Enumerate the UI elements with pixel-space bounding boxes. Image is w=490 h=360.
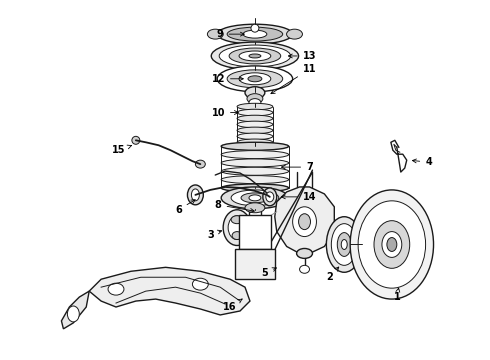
Polygon shape [89, 267, 250, 315]
Ellipse shape [229, 48, 281, 64]
Text: 14: 14 [281, 192, 316, 202]
Ellipse shape [108, 283, 124, 295]
Ellipse shape [248, 76, 262, 82]
Ellipse shape [299, 265, 310, 273]
Text: 16: 16 [223, 299, 242, 312]
Ellipse shape [266, 192, 274, 202]
Ellipse shape [227, 70, 283, 88]
Polygon shape [275, 187, 334, 253]
Ellipse shape [296, 248, 313, 258]
Ellipse shape [249, 54, 261, 58]
Ellipse shape [237, 121, 273, 128]
Text: 8: 8 [215, 200, 254, 212]
Bar [235, 249, 275, 279]
Ellipse shape [232, 231, 242, 239]
Ellipse shape [326, 217, 362, 272]
Ellipse shape [241, 193, 269, 203]
Ellipse shape [193, 278, 208, 290]
Ellipse shape [231, 190, 279, 206]
Ellipse shape [211, 42, 298, 70]
Ellipse shape [217, 24, 293, 44]
Text: 7: 7 [281, 162, 313, 172]
Ellipse shape [251, 24, 259, 32]
Ellipse shape [337, 233, 351, 256]
Ellipse shape [341, 239, 347, 249]
Ellipse shape [228, 216, 246, 239]
Ellipse shape [247, 94, 263, 104]
Ellipse shape [221, 184, 289, 192]
Ellipse shape [221, 150, 289, 159]
Ellipse shape [68, 306, 79, 322]
Ellipse shape [221, 167, 289, 175]
Ellipse shape [237, 109, 273, 116]
Ellipse shape [374, 221, 410, 268]
Ellipse shape [221, 142, 289, 150]
Ellipse shape [239, 73, 271, 85]
Ellipse shape [188, 185, 203, 205]
Ellipse shape [263, 188, 277, 206]
Text: 11: 11 [271, 64, 316, 94]
Text: 5: 5 [262, 268, 276, 278]
Ellipse shape [245, 203, 265, 213]
Ellipse shape [382, 231, 402, 257]
Polygon shape [61, 291, 89, 329]
Ellipse shape [387, 238, 397, 251]
Ellipse shape [223, 210, 251, 246]
Ellipse shape [237, 115, 273, 122]
Ellipse shape [192, 189, 199, 201]
Text: 9: 9 [217, 29, 245, 39]
Ellipse shape [237, 139, 273, 145]
Ellipse shape [237, 133, 273, 140]
Ellipse shape [221, 159, 289, 167]
Ellipse shape [350, 190, 434, 299]
Ellipse shape [249, 99, 261, 107]
Ellipse shape [231, 216, 243, 224]
Text: 1: 1 [393, 288, 400, 302]
Ellipse shape [298, 214, 311, 230]
Text: 2: 2 [326, 267, 339, 282]
Ellipse shape [227, 27, 283, 41]
Text: 15: 15 [112, 145, 131, 155]
Ellipse shape [217, 66, 293, 92]
Ellipse shape [239, 51, 271, 61]
Ellipse shape [237, 127, 273, 134]
Ellipse shape [293, 207, 317, 237]
Ellipse shape [132, 136, 140, 144]
Ellipse shape [245, 87, 265, 99]
Text: 3: 3 [207, 230, 221, 239]
Ellipse shape [237, 103, 273, 110]
Ellipse shape [196, 160, 205, 168]
Text: 13: 13 [289, 51, 316, 61]
Bar [239, 215, 271, 249]
Text: 6: 6 [175, 200, 195, 215]
Ellipse shape [243, 30, 267, 38]
Ellipse shape [249, 195, 261, 201]
Text: 10: 10 [212, 108, 238, 117]
Ellipse shape [219, 45, 291, 67]
Text: 4: 4 [413, 157, 432, 167]
Ellipse shape [358, 201, 426, 288]
Ellipse shape [331, 224, 357, 265]
Ellipse shape [221, 176, 289, 184]
Text: 12: 12 [212, 74, 243, 84]
Ellipse shape [221, 187, 289, 209]
Ellipse shape [207, 29, 223, 39]
Ellipse shape [287, 29, 302, 39]
